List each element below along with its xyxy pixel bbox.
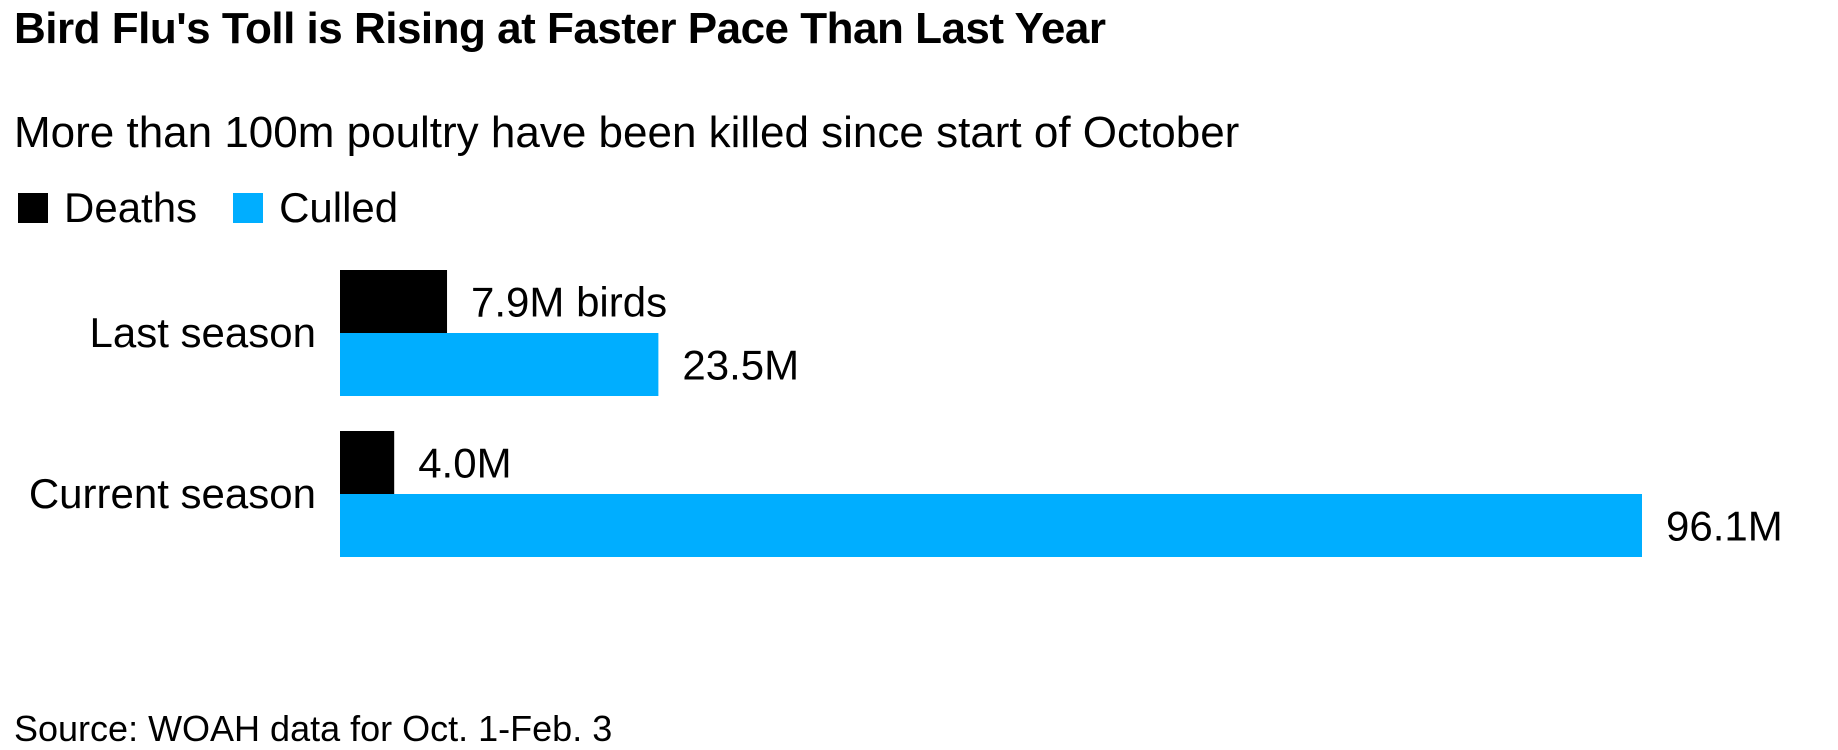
source-note: Source: WOAH data for Oct. 1-Feb. 3 bbox=[14, 708, 613, 749]
data-label-deaths-0: 7.9M birds bbox=[471, 279, 667, 326]
bar-deaths-1 bbox=[340, 431, 395, 494]
bar-chart: Last season 7.9M birds 23.5M Current season… bbox=[29, 270, 1783, 557]
bar-deaths-0 bbox=[340, 270, 448, 333]
data-label-culled-1: 96.1M bbox=[1666, 503, 1783, 550]
legend-item-culled: Culled bbox=[233, 184, 398, 232]
legend-label-culled: Culled bbox=[279, 184, 399, 231]
bar-culled-1 bbox=[340, 494, 1642, 557]
category-label-0: Last season bbox=[90, 309, 317, 356]
legend-swatch-culled bbox=[233, 193, 264, 223]
data-label-deaths-1: 4.0M bbox=[418, 440, 511, 487]
bar-culled-0 bbox=[340, 333, 659, 396]
category-label-1: Current season bbox=[29, 470, 316, 517]
legend-swatch-deaths bbox=[18, 193, 48, 223]
data-label-culled-0: 23.5M bbox=[682, 342, 799, 389]
chart-subtitle: More than 100m poultry have been killed … bbox=[14, 108, 1240, 157]
chart-title: Bird Flu's Toll is Rising at Faster Pace… bbox=[14, 4, 1106, 53]
legend-item-deaths: Deaths bbox=[18, 184, 197, 232]
legend-label-deaths: Deaths bbox=[64, 184, 198, 231]
legend: Deaths Culled bbox=[18, 183, 434, 233]
